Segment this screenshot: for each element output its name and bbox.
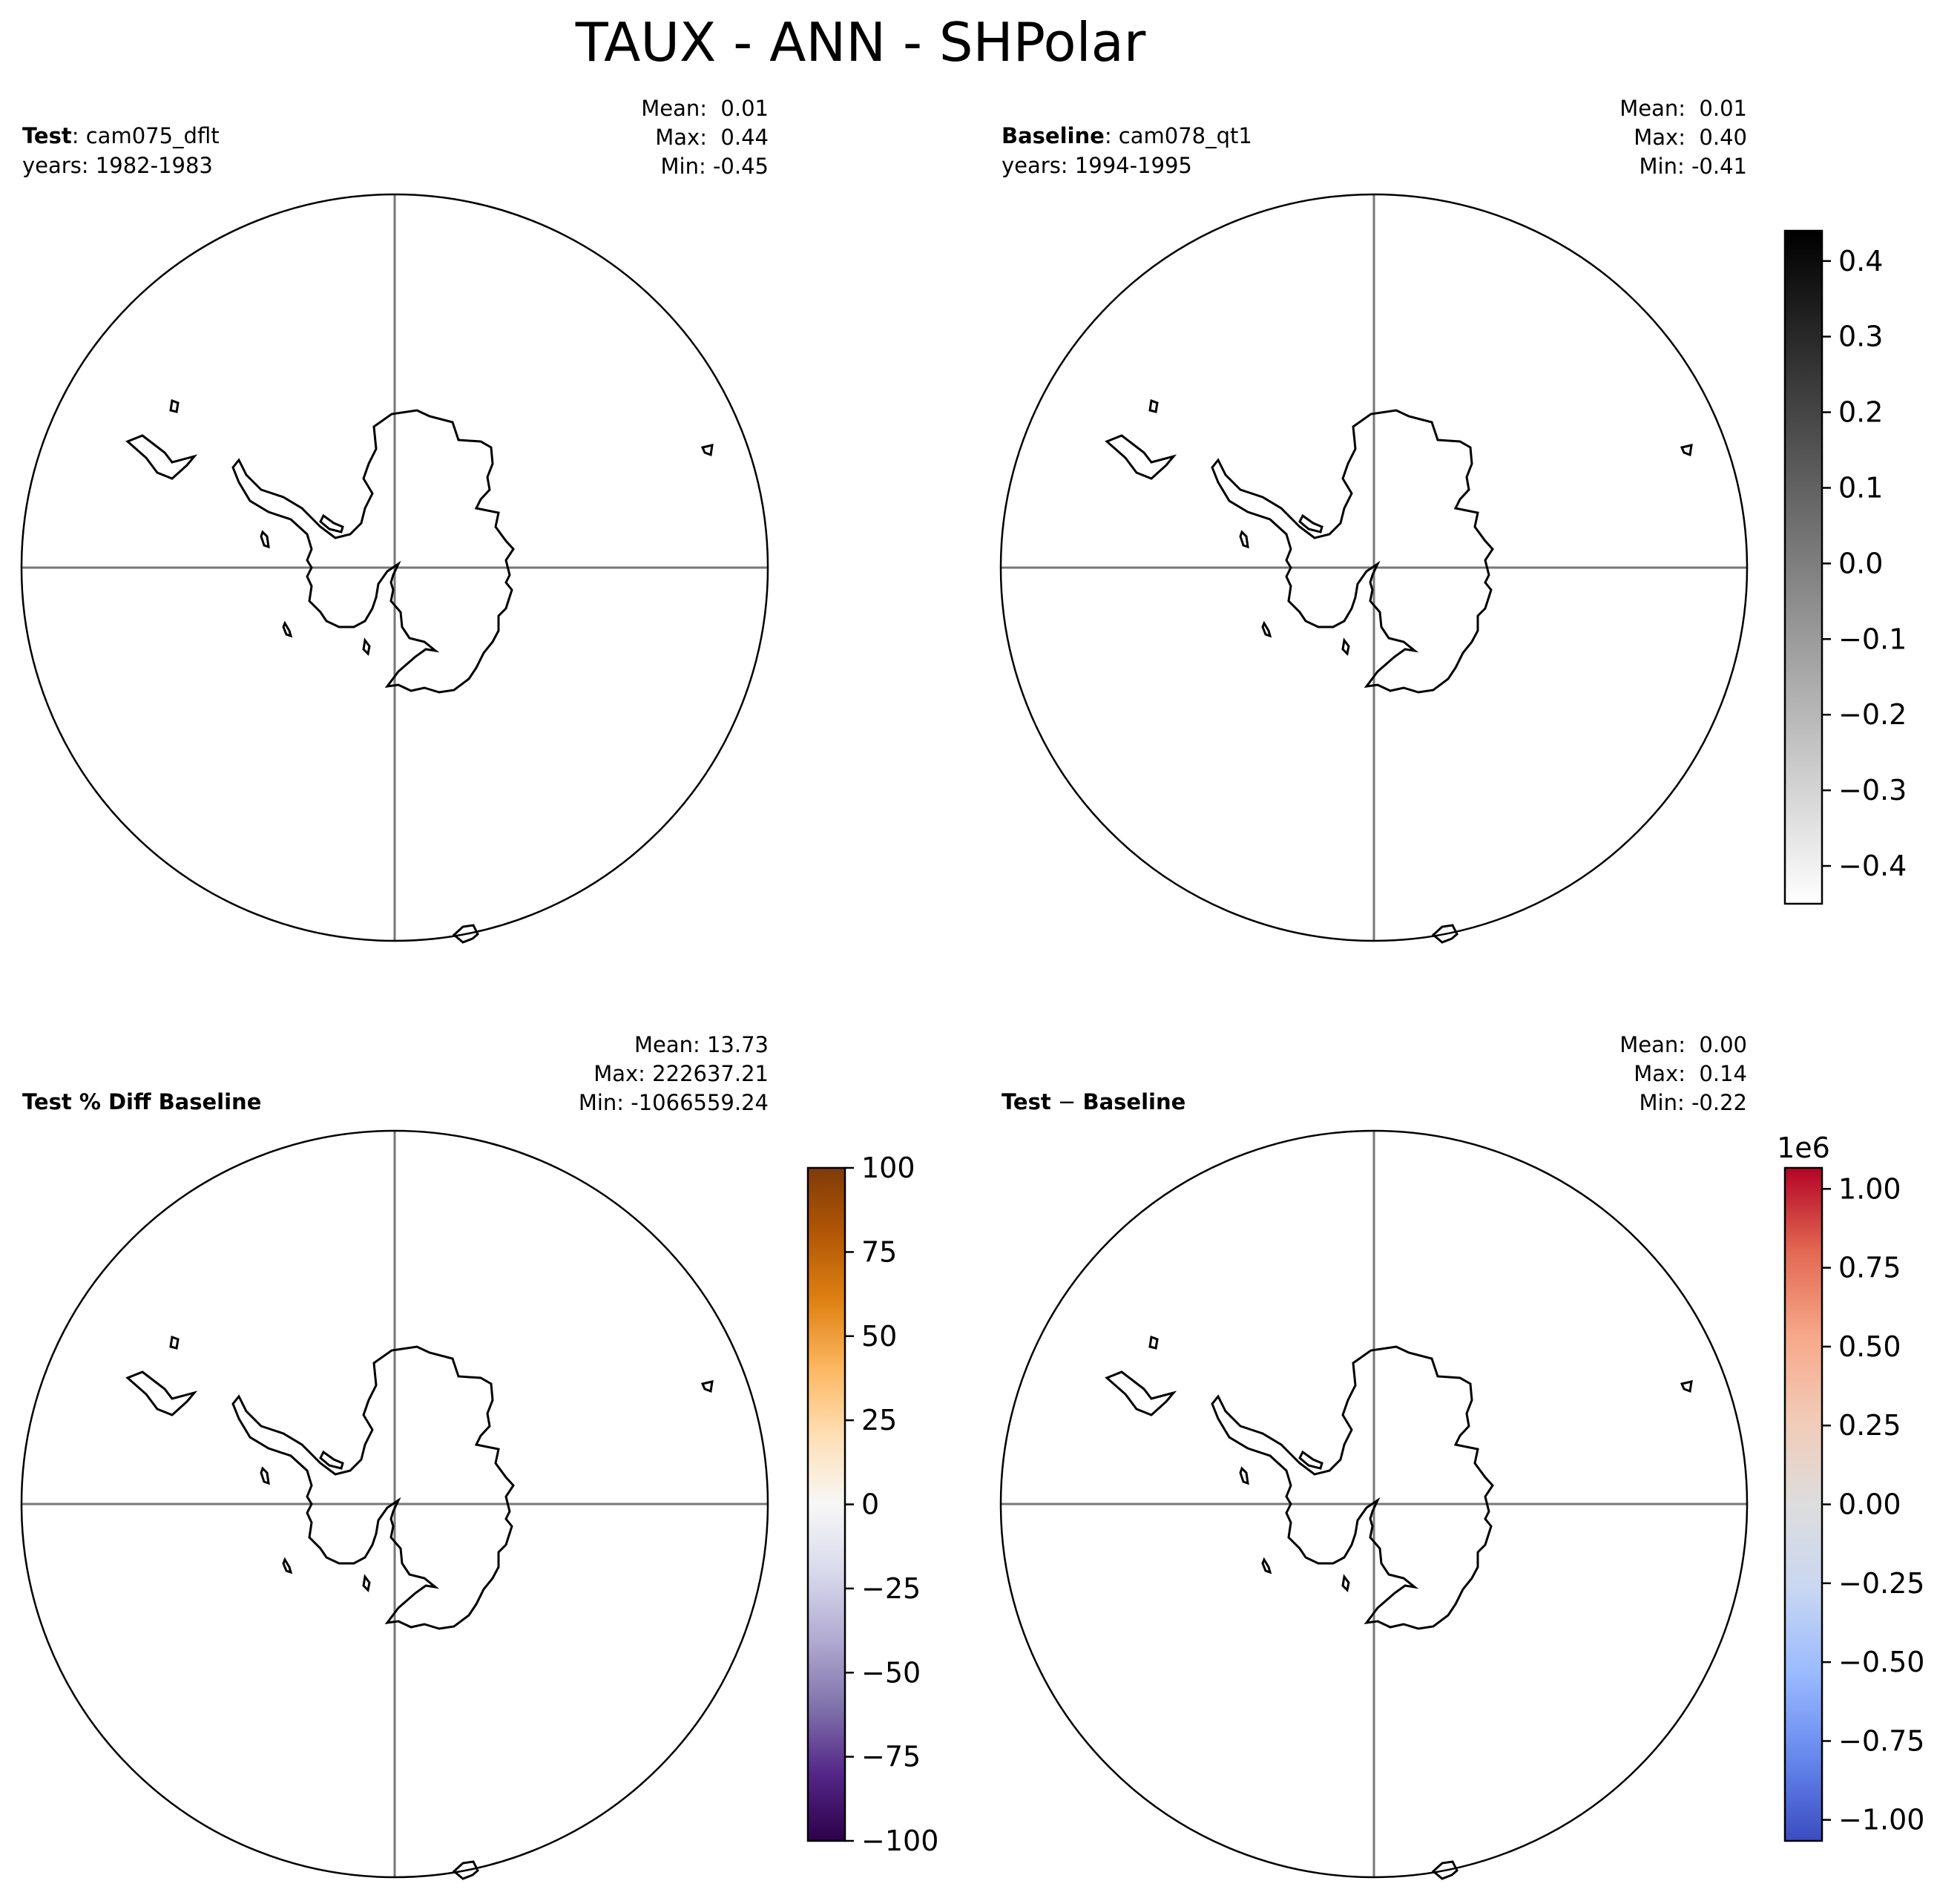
colorbar-tick-label: 0.3: [1838, 321, 1883, 353]
panel-label-bold: Test: [1002, 1089, 1051, 1114]
colorbar-tick-label: −0.4: [1838, 850, 1907, 882]
polar-map: [999, 193, 1749, 944]
panel-label: Baseline: cam078_qt1: [1002, 123, 1252, 148]
colorbar-tick-label: −100: [861, 1825, 938, 1857]
polar-map: [999, 1129, 1749, 1880]
stat-mean: Mean: 0.00: [1619, 1032, 1747, 1057]
colorbar-tick-label: 50: [861, 1320, 897, 1353]
colorbar-tick-label: 75: [861, 1235, 897, 1268]
stat-mean: Mean: 0.01: [1619, 96, 1747, 121]
figure-title: TAUX - ANN - SHPolar: [575, 11, 1146, 73]
colorbar-tick-label: −50: [861, 1656, 921, 1689]
colorbar-tick-label: 0.2: [1838, 396, 1883, 429]
map-boundary: [20, 193, 769, 942]
panel-label-bold: Test: [22, 123, 72, 148]
panel-label: Test − Baseline: [1002, 1089, 1185, 1114]
stat-max: Max: 0.14: [1634, 1061, 1747, 1086]
colorbar-tick-label: −0.25: [1838, 1567, 1924, 1600]
colorbar-tick-label: 100: [861, 1152, 915, 1184]
colorbar-puor: 100 75 50 25 0 −25 −50 −75 −100: [806, 1152, 938, 1857]
colorbar-tick-label: −0.3: [1838, 774, 1907, 807]
stat-max: Max: 0.44: [655, 125, 769, 150]
map-boundary: [999, 1129, 1749, 1879]
colorbar-tick-label: 0.75: [1838, 1252, 1901, 1284]
map-boundary: [999, 193, 1749, 942]
colorbar-gradient: [1783, 229, 1823, 905]
stat-min: Min: -1066559.24: [579, 1090, 769, 1115]
stat-min: Min: -0.45: [661, 154, 769, 179]
colorbar-ticks: 0.4 0.3 0.2 0.1 0.0 −0.1 −0.2 −0.3 −0.4: [1822, 245, 1907, 882]
colorbar-tick-label: 0.4: [1838, 245, 1883, 278]
stat-min: Min: -0.41: [1640, 154, 1747, 179]
colorbar-tick-label: 0.0: [1838, 547, 1883, 579]
panel-diff: Test − Baseline Mean: 0.00 Max: 0.14 Min…: [999, 1032, 1749, 1880]
panel-label: Test % Diff Baseline: [22, 1089, 261, 1114]
colorbar-tick-label: 0.25: [1838, 1409, 1901, 1442]
colorbar-tick-label: −0.50: [1838, 1646, 1924, 1678]
colorbar-ticks: 100 75 50 25 0 −25 −50 −75 −100: [845, 1152, 938, 1857]
panel-label-sep: −: [1051, 1089, 1083, 1114]
colorbar-tick-label: −0.2: [1838, 698, 1907, 731]
panel-label: Test: cam075_dflt: [22, 123, 220, 148]
colorbar-tick-label: −1.00: [1838, 1804, 1924, 1836]
colorbar-tick-label: 0.00: [1838, 1488, 1901, 1521]
colorbar-coolwarm: 1e6 1.00 0.75 0.50 0.25 0.00 −0.25 −0.50 −0.75 −…: [1777, 1132, 1924, 1842]
stat-max: Max: 222637.21: [593, 1061, 769, 1086]
stat-mean: Mean: 0.01: [641, 96, 769, 121]
colorbar-tick-label: −0.1: [1838, 623, 1907, 655]
colorbar-tick-label: 0: [861, 1488, 879, 1521]
stat-mean: Mean: 13.73: [634, 1032, 769, 1057]
panel-test: Test: cam075_dflt years: 1982-1983 Mean:…: [20, 96, 769, 944]
colorbar-tick-label: 25: [861, 1404, 897, 1436]
colorbar-tick-label: −25: [861, 1572, 921, 1605]
colorbar-ticks: 1.00 0.75 0.50 0.25 0.00 −0.25 −0.50 −0.75 −1.00: [1822, 1172, 1924, 1836]
colorbar-tick-label: 0.1: [1838, 471, 1883, 504]
panel-label-bold: Baseline: [1002, 123, 1105, 148]
panel-label-rest: : cam078_qt1: [1105, 123, 1252, 148]
panel-years: years: 1982-1983: [22, 153, 213, 178]
colorbar-tick-label: −75: [861, 1741, 921, 1773]
colorbar-greys: 0.4 0.3 0.2 0.1 0.0 −0.1 −0.2 −0.3 −0.4: [1783, 229, 1907, 905]
panel-years: years: 1994-1995: [1002, 153, 1192, 178]
panel-label-rest: : cam075_dflt: [72, 123, 220, 148]
colorbar-tick-label: 0.50: [1838, 1330, 1901, 1363]
colorbar-tick-label: 1.00: [1838, 1172, 1901, 1205]
map-boundary: [20, 1129, 769, 1879]
stat-max: Max: 0.40: [1634, 125, 1747, 150]
panel-pct-diff: Test % Diff Baseline Mean: 13.73 Max: 22…: [20, 1032, 769, 1880]
polar-map: [20, 1129, 769, 1880]
colorbar-tick-label: −0.75: [1838, 1724, 1924, 1757]
stat-min: Min: -0.22: [1640, 1090, 1747, 1115]
colorbar-gradient: [806, 1166, 846, 1842]
panel-label-bold2: Baseline: [1082, 1089, 1185, 1114]
colorbar-gradient: [1783, 1166, 1823, 1842]
panel-label-bold: Test % Diff Baseline: [22, 1089, 261, 1114]
polar-map: [20, 193, 769, 944]
colorbar-offset-label: 1e6: [1777, 1132, 1830, 1164]
panel-baseline: Baseline: cam078_qt1 years: 1994-1995 Me…: [999, 96, 1749, 944]
